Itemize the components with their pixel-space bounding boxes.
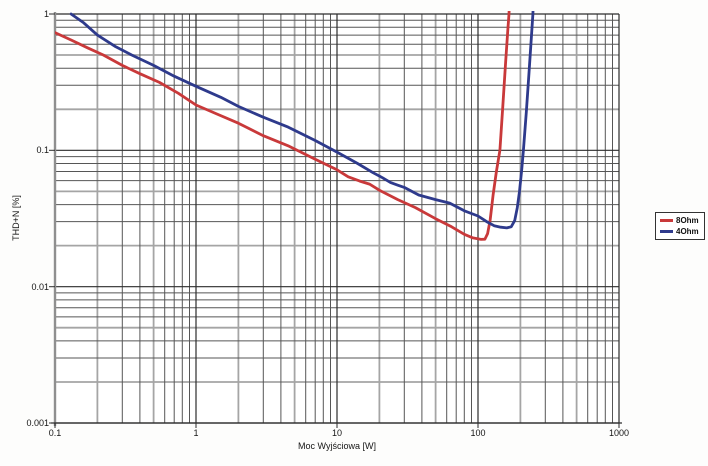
legend: 8Ohm 4Ohm bbox=[655, 212, 705, 240]
x-tick-label: 0.1 bbox=[48, 428, 62, 438]
series-color-swatch bbox=[660, 219, 673, 222]
legend-item: 8Ohm bbox=[660, 216, 699, 225]
legend-label: 8Ohm bbox=[676, 216, 699, 225]
x-tick-label: 1000 bbox=[608, 428, 630, 438]
y-tick-label: 0.001 bbox=[26, 418, 49, 428]
legend-label: 4Ohm bbox=[676, 227, 699, 236]
x-tick-label: 100 bbox=[470, 428, 486, 438]
y-tick-label: 0.01 bbox=[31, 281, 49, 292]
x-tick-label: 1 bbox=[193, 428, 199, 438]
x-axis-label: Moc Wyjściowa [W] bbox=[298, 441, 376, 451]
y-axis-label: THD+N [%] bbox=[11, 195, 21, 241]
y-tick-label: 0.1 bbox=[36, 145, 49, 156]
series-color-swatch bbox=[660, 230, 673, 233]
x-tick-label: 10 bbox=[331, 428, 343, 438]
legend-item: 4Ohm bbox=[660, 227, 699, 236]
y-tick-label: 1 bbox=[43, 9, 49, 19]
